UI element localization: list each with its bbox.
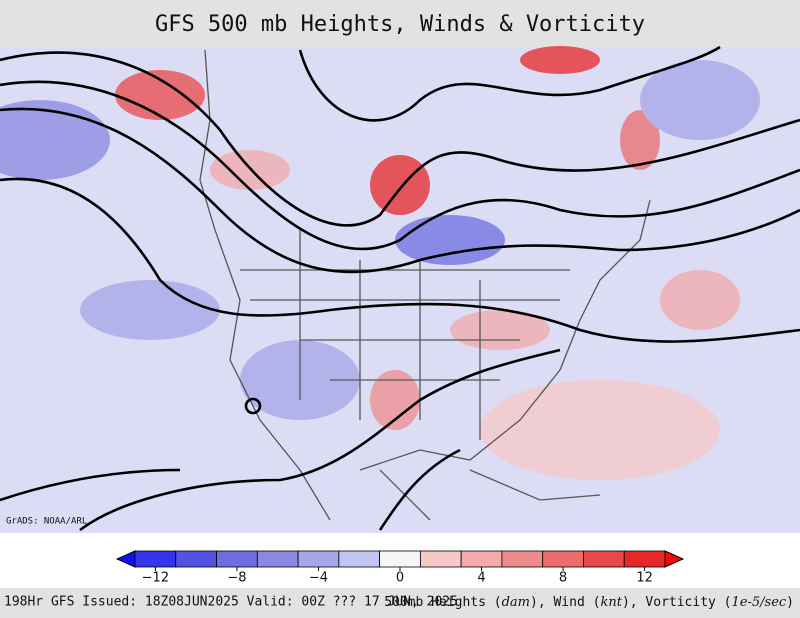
colorbar-bin <box>501 550 544 568</box>
colorbar-tick-label: 12 <box>636 571 653 586</box>
colorbar-tick-label: −4 <box>309 571 328 586</box>
colorbar-bin <box>623 550 666 568</box>
credit: GrADS: NOAA/ARL <box>6 517 87 527</box>
colorbar: −12 −8 −4 0 4 8 12 <box>115 550 685 586</box>
coastlines <box>199 49 651 521</box>
title-bar <box>0 0 800 47</box>
footer-part: 500mb Heights ( <box>384 595 501 610</box>
height-contours <box>0 45 800 532</box>
vorticity-field <box>0 46 760 480</box>
colorbar-tick-label: −12 <box>142 571 169 586</box>
colorbar-bin <box>379 550 421 568</box>
footer-part: knt <box>600 595 622 610</box>
colorbar-bin <box>583 550 625 568</box>
colorbar-tick-label: −8 <box>227 571 246 586</box>
footer-part: dam <box>502 595 530 610</box>
footer-part: ), Wind ( <box>530 595 600 610</box>
colorbar-bin <box>419 550 462 568</box>
footer-part: ) <box>786 595 794 610</box>
footer-right: 500mb Heights (dam), Wind (knt), Vortici… <box>384 595 794 610</box>
colorbar-tick-label: 0 <box>396 571 404 586</box>
colorbar-bin <box>297 550 340 568</box>
colorbar-bin <box>216 550 258 568</box>
colorbar-bin <box>175 550 217 568</box>
colorbar-bin <box>338 550 381 568</box>
colorbar-bin <box>256 550 299 568</box>
colorbar-bin <box>134 550 177 568</box>
map: GrADS: NOAA/ARL <box>0 45 800 533</box>
colorbar-bin <box>460 550 503 568</box>
colorbar-extension <box>664 550 685 568</box>
footer-left: 198Hr GFS Issued: 18Z08JUN2025 Valid: 00… <box>4 595 458 610</box>
colorbar-bin <box>542 550 584 568</box>
title: GFS 500 mb Heights, Winds & Vorticity <box>155 12 645 37</box>
footer-part: ), Vorticity ( <box>622 595 732 610</box>
footer-part: 1e-5/sec <box>732 595 787 610</box>
colorbar-tick-label: 8 <box>559 571 567 586</box>
colorbar-tick-label: 4 <box>477 571 485 586</box>
footer-bar <box>0 588 800 618</box>
